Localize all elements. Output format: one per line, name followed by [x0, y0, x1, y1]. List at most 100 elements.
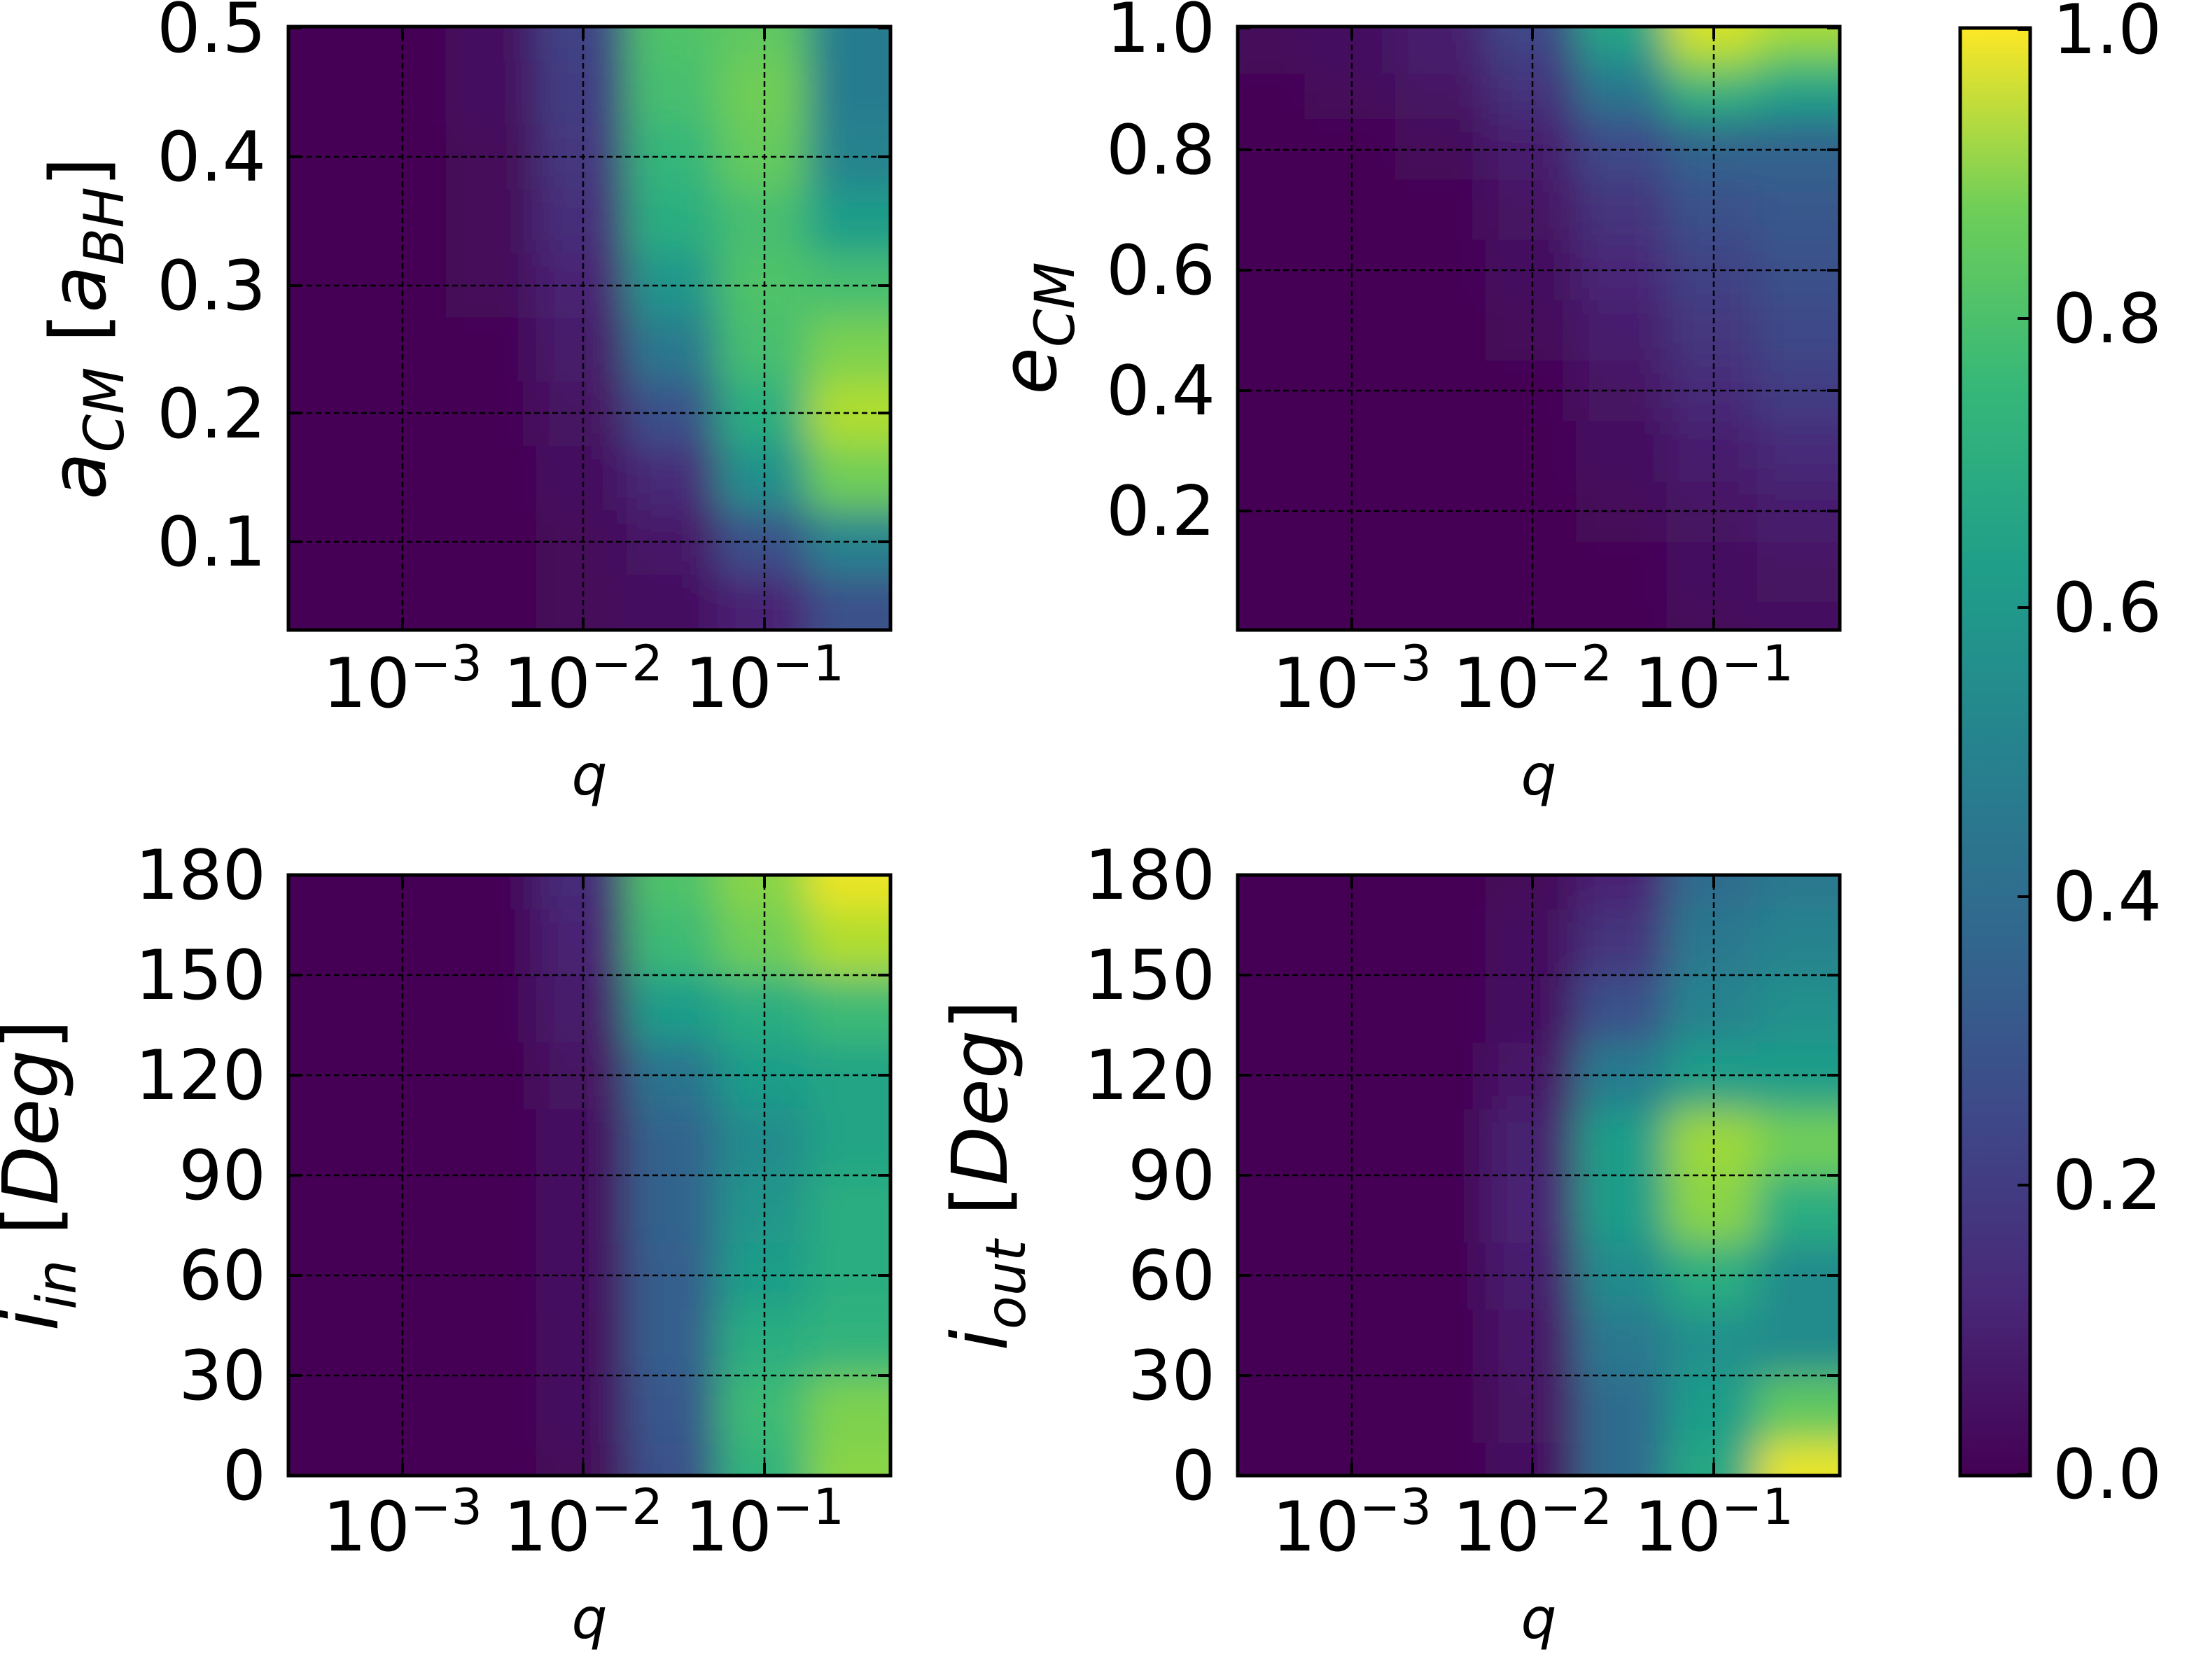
heatmap-cell — [1485, 1175, 1577, 1243]
heatmap-cell — [1395, 178, 1486, 240]
heatmap-cell — [1304, 300, 1396, 361]
heatmap-cell — [536, 1308, 628, 1376]
heatmap-cell — [717, 445, 809, 511]
heatmap-cell — [1576, 1175, 1668, 1243]
heatmap-cell — [355, 573, 447, 630]
heatmap-cell — [1756, 1442, 1840, 1476]
heatmap-cell — [1238, 1376, 1306, 1443]
heatmap-cell — [1666, 601, 1758, 630]
heatmap-cell — [1756, 541, 1840, 603]
heatmap-cell — [1395, 1175, 1486, 1243]
x-axis-label: q — [1521, 1586, 1557, 1651]
heatmap-cell — [1756, 601, 1840, 630]
y-tick-label: 150 — [1084, 936, 1215, 1016]
heatmap-cell — [355, 59, 447, 125]
heatmap-cell — [1395, 541, 1486, 603]
x-axis-label: q — [1521, 743, 1557, 808]
heatmap-cell — [807, 908, 890, 976]
y-tick-label: 0.4 — [157, 118, 266, 197]
heatmap-cell — [1666, 908, 1758, 976]
heatmap-cell — [445, 908, 537, 976]
y-tick-label: 0.5 — [157, 0, 266, 69]
x-tick-labels: 10−3 10−2 10−1 — [1272, 1478, 1794, 1567]
heatmap-cell — [627, 445, 718, 511]
heatmap-cell — [1666, 1175, 1758, 1243]
heatmap-cell — [1304, 975, 1396, 1043]
heatmap-cell — [355, 975, 447, 1043]
heatmap-cell — [1395, 875, 1486, 909]
heatmap-i-in — [288, 875, 890, 1476]
heatmap-cell — [627, 188, 718, 254]
heatmap-cell — [1576, 1442, 1668, 1476]
heatmap-cell — [1756, 43, 1840, 74]
ticks-i-in — [288, 875, 890, 1476]
y-tick-labels: 0 30 60 90 120 150 180 — [1084, 836, 1215, 1516]
heatmap-cell — [1485, 43, 1577, 74]
heatmap-cell — [288, 1108, 356, 1176]
heatmap-cell — [807, 1376, 890, 1443]
y-axis-label: iin [Deg] — [0, 1020, 89, 1331]
heatmap-cell — [1238, 43, 1306, 74]
colorbar-tick-labels: 0.0 0.2 0.4 0.6 0.8 1.0 — [2053, 0, 2162, 1515]
heatmap-cell — [1485, 1108, 1577, 1176]
heatmap-cell — [445, 27, 537, 61]
heatmap-cell — [1576, 1376, 1668, 1443]
heatmap-cell — [717, 1376, 809, 1443]
x-tick-label: 10−1 — [1634, 635, 1794, 724]
heatmap-cell — [627, 316, 718, 382]
heatmap-cell — [1395, 1108, 1486, 1176]
heatmap-cell — [1485, 541, 1577, 603]
heatmap-cell — [717, 1108, 809, 1176]
heatmap-cell — [1756, 27, 1840, 44]
heatmap-cell — [1576, 43, 1668, 74]
heatmap-cell — [1485, 875, 1577, 909]
heatmap-cell — [288, 1308, 356, 1376]
heatmap-cell — [807, 1442, 890, 1476]
heatmap-cell — [807, 1108, 890, 1176]
heatmap-cell — [288, 975, 356, 1043]
heatmap-cell — [807, 875, 890, 909]
heatmap-cell — [288, 1175, 356, 1243]
heatmap-cell — [1304, 875, 1396, 909]
y-tick-labels: 0.1 0.2 0.3 0.4 0.5 — [157, 0, 266, 582]
heatmap-cell — [627, 908, 718, 976]
x-tick-label: 10−2 — [1453, 635, 1612, 724]
heatmap-cell — [1666, 178, 1758, 240]
y-tick-label: 60 — [1128, 1236, 1215, 1316]
heatmap-e-cm — [1238, 27, 1840, 630]
heatmap-cell — [1485, 1376, 1577, 1443]
heatmap-cell — [1756, 875, 1840, 909]
heatmap-cell — [1395, 1442, 1486, 1476]
heatmap-cell — [288, 59, 356, 125]
heatmap-cell — [1576, 1308, 1668, 1376]
grid-i-in — [288, 875, 890, 1476]
heatmap-cell — [1395, 73, 1486, 120]
y-tick-label: 30 — [1128, 1336, 1215, 1416]
heatmap-cell — [1238, 541, 1306, 603]
heatmap-cell — [355, 316, 447, 382]
heatmap-cell — [1238, 975, 1306, 1043]
x-tick-labels: 10−3 10−2 10−1 — [323, 1478, 844, 1567]
heatmap-cell — [355, 1442, 447, 1476]
heatmap-cell — [445, 573, 537, 630]
heatmap-cell — [1756, 1175, 1840, 1243]
heatmap-cell — [288, 908, 356, 976]
heatmap-cell — [288, 27, 356, 61]
x-tick-label: 10−3 — [323, 1478, 482, 1567]
axes-frame — [1236, 873, 1842, 1478]
panel-i-out: 0 30 60 90 120 150 180 10−3 10−2 10−1 q … — [935, 836, 1842, 1651]
x-tick-label: 10−3 — [1272, 635, 1432, 724]
heatmap-cell — [445, 59, 537, 125]
heatmap-cell — [1666, 1308, 1758, 1376]
colorbar-tick-label: 0.0 — [2053, 1435, 2162, 1515]
heatmap-cell — [355, 1308, 447, 1376]
heatmap-cell — [627, 573, 718, 630]
colorbar-tick-label: 1.0 — [2053, 0, 2162, 70]
heatmap-cell — [445, 1108, 537, 1176]
heatmap-cell — [1304, 601, 1396, 630]
heatmap-cell — [1485, 420, 1577, 482]
ticks-e-cm — [1238, 27, 1840, 630]
y-tick-label: 0.6 — [1106, 231, 1215, 311]
heatmap-cell — [1304, 1175, 1396, 1243]
heatmap-cell — [536, 316, 628, 382]
